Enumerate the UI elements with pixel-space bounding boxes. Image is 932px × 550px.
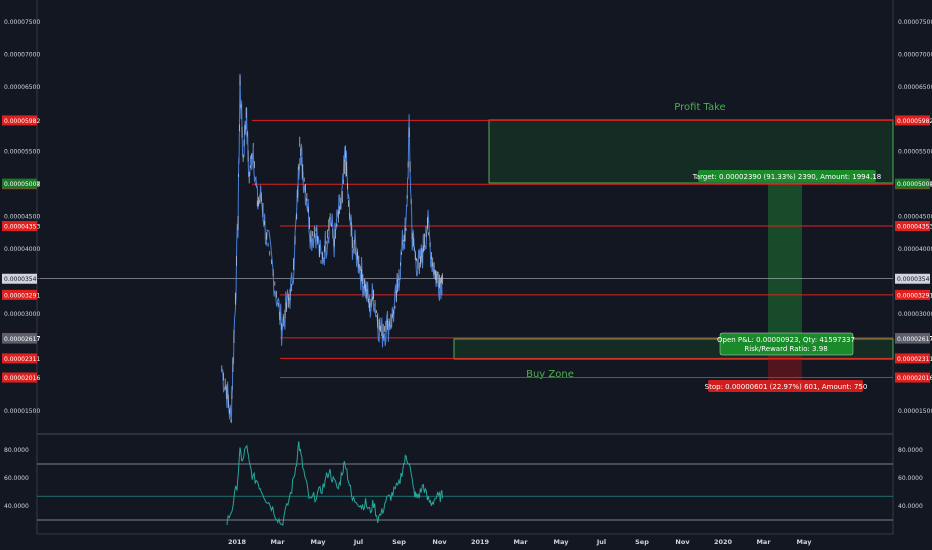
price-tick-label-right: 0.00004500 [898, 214, 932, 221]
stop-info-text: Stop: 0.00000601 (22.97%) 601, Amount: 7… [705, 383, 868, 391]
open-pnl-box[interactable] [719, 332, 854, 356]
price-tick-label-right: 0.00003000 [898, 311, 932, 318]
level-tag-left-text: 0.00003291 [4, 292, 40, 299]
time-tick-label: Sep [635, 538, 649, 546]
rsi-series [226, 441, 443, 527]
open-pnl-line2: Risk/Reward Ratio: 3.98 [744, 345, 827, 353]
time-tick-label: May [311, 538, 327, 546]
open-pnl-info[interactable]: Open P&L: 0.00000923, Qty: 41597337 Risk… [717, 332, 855, 356]
time-tick-label: Jul [596, 538, 606, 546]
price-level-tags: 0.000059820.000059820.000049980.00004998… [2, 115, 932, 383]
time-tick-label: Nov [675, 538, 690, 546]
level-tag-left [2, 273, 37, 284]
level-tag-left [2, 178, 37, 189]
level-tag-right-text: 0.00002016 [897, 375, 932, 382]
price-tick-label-left: 0.00003000 [4, 311, 40, 318]
level-tag-left-text: 0.00004353 [4, 224, 40, 231]
time-tick-label: 2020 [714, 538, 733, 546]
level-tag-right [895, 333, 930, 344]
price-tick-label-left: 0.00004500 [4, 214, 40, 221]
price-tick-label-left: 0.00007000 [4, 51, 40, 58]
time-tick-label: Mar [756, 538, 771, 546]
target-info-box[interactable] [698, 170, 876, 182]
price-tick-label-right: 0.00005500 [898, 149, 932, 156]
price-tick-label-left: 0.00001500 [4, 408, 40, 415]
price-tick-label-right: 0.00007000 [898, 51, 932, 58]
time-tick-label: May [554, 538, 570, 546]
price-tick-label-left: 0.00006500 [4, 84, 40, 91]
level-tag-right [895, 273, 930, 284]
level-tag-right-text: 0.00003291 [897, 292, 932, 299]
level-tag-left [2, 115, 37, 126]
level-tag-right [895, 115, 930, 126]
level-tag-right-text: 0.00005007 [897, 181, 932, 188]
price-axis-right: 0.00007500 0.00007000 0.00006500 0.00005500… [898, 19, 932, 415]
price-axis-left: 0.00007500 0.00007000 0.00006500 0.00005500… [4, 19, 40, 415]
price-tick-label-right: 0.00001500 [898, 408, 932, 415]
rsi-tick-label-left: 60.0000 [4, 475, 29, 482]
level-tag-right [895, 289, 930, 300]
level-tag-right-text: 0.00003540 [897, 276, 932, 283]
rsi-guides [37, 463, 893, 521]
time-tick-label: Sep [392, 538, 406, 546]
price-tick-label-left: 0.00005500 [4, 149, 40, 156]
rsi-tick-label-right: 40.0000 [898, 503, 923, 510]
time-tick-label: May [797, 538, 813, 546]
rsi-tick-label-left: 80.0000 [4, 447, 29, 454]
level-tag-left [2, 353, 37, 364]
level-tag-right-text: 0.00002617 [897, 336, 932, 343]
rsi-tick-label-right: 60.0000 [898, 475, 923, 482]
level-tag-left [2, 221, 37, 232]
rsi-axis-right: 80.0000 80.0000 60.0000 60.0000 40.0000 40.00… [4, 447, 923, 510]
level-tag-left-text: 0.00003540 [4, 276, 40, 283]
level-tag-right [895, 178, 930, 189]
time-tick-label: Mar [513, 538, 528, 546]
time-tick-label: Nov [432, 538, 447, 546]
open-pnl-line1: Open P&L: 0.00000923, Qty: 41597337 [717, 336, 855, 344]
level-tag-left [2, 372, 37, 383]
level-tag-left [2, 289, 37, 300]
price-series [221, 73, 443, 424]
price-line [221, 73, 443, 424]
level-tag-left-text: 0.00002311 [4, 356, 40, 363]
level-tag-left-text: 0.00005007 [4, 181, 40, 188]
target-info[interactable]: Target: 0.00002390 (91.33%) 2390, Amount… [692, 170, 881, 182]
stop-info[interactable]: Stop: 0.00000601 (22.97%) 601, Amount: 7… [705, 380, 868, 392]
time-axis: 2018 Mar May Jul Sep Nov 2019 Mar May Jul Sep Nov 20… [228, 538, 812, 546]
rsi-tick-label-left: 40.0000 [4, 503, 29, 510]
price-tick-label-right: 0.00006500 [898, 84, 932, 91]
stop-info-box[interactable] [708, 380, 863, 392]
price-tick-label-left: 0.00007500 [4, 19, 40, 26]
level-tag-left-text: 0.00005982 [4, 118, 40, 125]
rsi-tick-label-right: 80.0000 [898, 447, 923, 454]
target-area[interactable] [768, 183, 802, 339]
level-tag-right-text: 0.00002311 [897, 356, 932, 363]
level-tag-left [2, 333, 37, 344]
profit-take-label: Profit Take [674, 102, 725, 113]
level-tag-right-text: 0.00005982 [897, 118, 932, 125]
level-tag-left-text: 0.00002016 [4, 375, 40, 382]
buy-zone-label: Buy Zone [526, 369, 574, 380]
price-tick-label-right: 0.00007500 [898, 19, 932, 26]
level-tag-right-text: 0.00004353 [897, 224, 932, 231]
level-tag-right [895, 372, 930, 383]
rsi-line [226, 441, 443, 527]
level-tag-right [895, 221, 930, 232]
time-tick-label: 2018 [228, 538, 247, 546]
price-tick-label-left: 0.00004000 [4, 246, 40, 253]
price-tick-label-right: 0.00004000 [898, 246, 932, 253]
level-tag-left-text: 0.00002617 [4, 336, 40, 343]
level-tag-right [895, 353, 930, 364]
time-tick-label: 2019 [471, 538, 490, 546]
time-tick-label: Jul [353, 538, 363, 546]
target-info-text: Target: 0.00002390 (91.33%) 2390, Amount… [692, 173, 881, 181]
time-tick-label: Mar [270, 538, 285, 546]
